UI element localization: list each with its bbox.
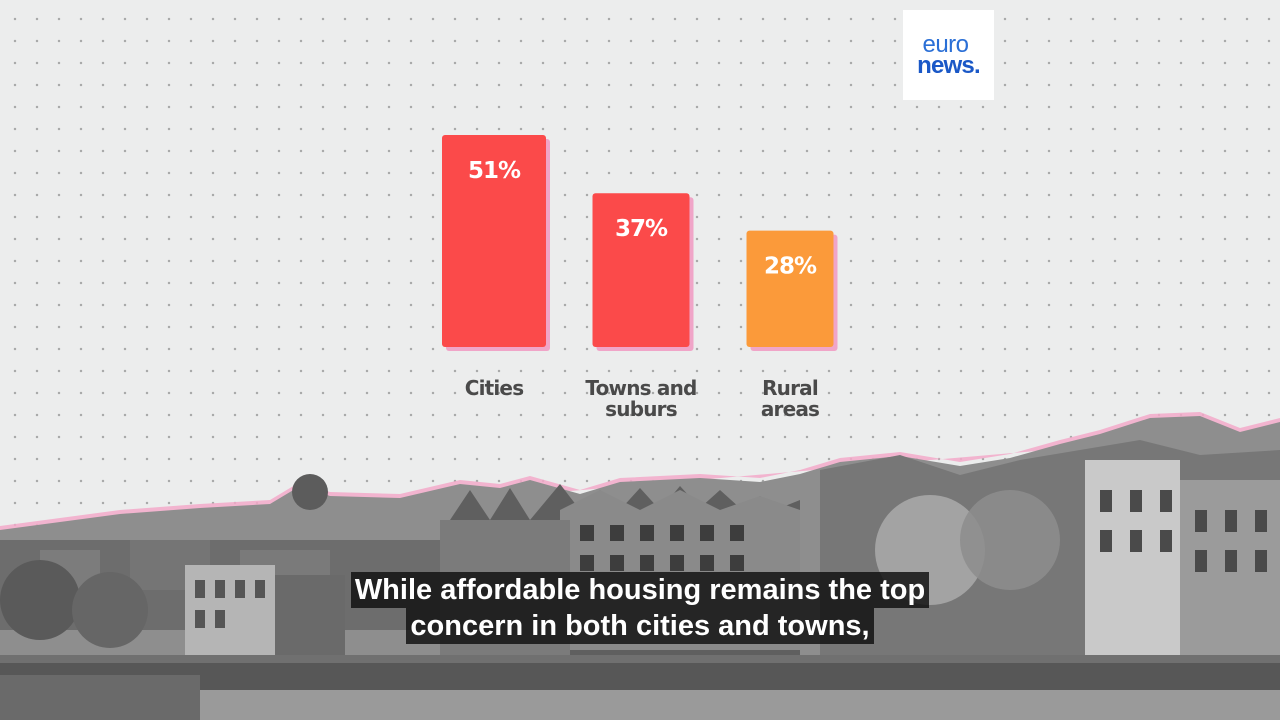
value-label-1: 37% <box>615 216 668 242</box>
bar-1 <box>592 193 690 347</box>
bar-0 <box>442 135 546 347</box>
category-label-1-0: Towns and <box>585 376 696 400</box>
town-skyline-photo <box>0 412 1280 720</box>
value-label-2: 28% <box>764 254 817 280</box>
subtitle-caption: While affordable housing remains the top… <box>0 572 1280 644</box>
caption-line-1: While affordable housing remains the top <box>350 572 930 608</box>
category-label-1-1: suburs <box>605 397 677 421</box>
bars-layer <box>442 135 838 351</box>
value-label-0: 51% <box>468 158 521 184</box>
logo-news-text: news. <box>917 51 980 79</box>
euronews-logo: euro news. <box>903 10 994 100</box>
bar-2 <box>746 230 834 347</box>
category-label-2-1: areas <box>761 397 819 421</box>
category-label-2-0: Rural <box>762 376 818 400</box>
logo-euro-text: euro <box>922 30 969 58</box>
category-label-0-0: Cities <box>465 376 524 400</box>
caption-line-2: concern in both cities and towns, <box>406 608 874 644</box>
